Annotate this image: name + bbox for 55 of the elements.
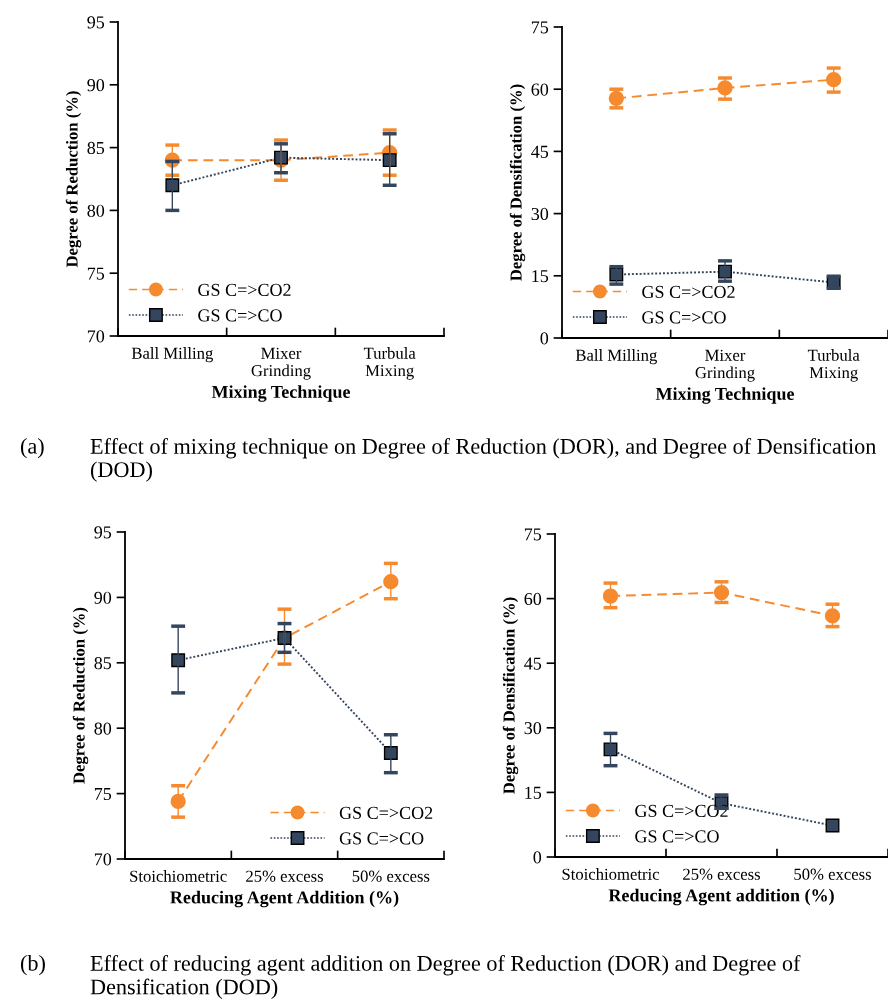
x-axis-title: Mixing Technique — [211, 385, 351, 402]
y-tick-label: 60 — [531, 83, 549, 96]
y-tick-label: 0 — [540, 332, 549, 345]
x-axis-title: Reducing Agent addition (%) — [608, 888, 834, 906]
x-tick-label: 50% excess — [352, 870, 430, 882]
y-tick-label: 15 — [532, 270, 549, 283]
x-tick-label: 50% excess — [794, 868, 871, 880]
text: Effect of reducing agent addition on Degree of Reduction (DOR) and Degree of Densification (DOD) — [90, 955, 801, 999]
x-tick-label: Stoichiometric — [130, 870, 227, 882]
x-tick-label: Ball Milling — [131, 347, 213, 363]
y-tick-label: 30 — [531, 207, 549, 221]
y-tick-label: 90 — [87, 79, 105, 92]
y-tick-label: 70 — [94, 853, 112, 866]
y-tick-label: 85 — [94, 657, 112, 670]
y-tick-label: 95 — [87, 16, 105, 29]
y-axis-title: Degree of Densification (%) — [502, 597, 519, 794]
legend-label: GS C=>CO — [198, 309, 282, 322]
y-tick-label: 95 — [94, 526, 112, 539]
legend-label: GS C=>CO2 — [339, 806, 433, 819]
y-tick-label: 30 — [524, 722, 542, 735]
x-tick-label: Mixer Grinding — [251, 347, 311, 380]
y-axis-title: Degree of Reduction (%) — [72, 607, 89, 784]
text: (a) — [20, 438, 44, 459]
x-tick-label: 25% excess — [683, 868, 760, 880]
legend-label: GS C=>CO2 — [642, 285, 735, 298]
y-tick-label: 85 — [87, 141, 105, 155]
y-tick-label: 0 — [533, 851, 542, 864]
y-tick-label: 45 — [531, 145, 549, 158]
x-tick-label: Mixer Grinding — [695, 349, 755, 382]
text: (b) — [20, 955, 45, 976]
y-axis-title: Degree of Densification (%) — [509, 84, 526, 281]
legend-label: GS C=>CO2 — [198, 283, 291, 296]
legend-label: GS C=>CO — [339, 832, 424, 845]
x-tick-label: Ball Milling — [575, 349, 657, 365]
y-tick-label: 90 — [94, 591, 112, 604]
x-tick-label: Stoichiometric — [562, 868, 660, 880]
y-tick-label: 45 — [524, 657, 542, 670]
x-axis-title: Reducing Agent Addition (%) — [170, 890, 399, 908]
text: Effect of mixing technique on Degree of Reduction (DOR), and Degree of Densification (DOD) — [90, 438, 877, 482]
legend-label: GS C=>CO — [642, 311, 726, 324]
x-axis-title: Mixing Technique — [655, 387, 795, 404]
y-tick-label: 80 — [87, 204, 105, 217]
y-tick-label: 80 — [94, 722, 112, 735]
legend-label: GS C=>CO — [635, 830, 719, 843]
y-tick-label: 75 — [524, 528, 542, 541]
y-tick-label: 60 — [524, 592, 542, 606]
x-tick-label: 25% excess — [246, 870, 323, 882]
x-tick-label: Turbula Mixing — [363, 347, 416, 380]
y-axis-title: Degree of Reduction (%) — [65, 91, 82, 268]
y-tick-label: 70 — [87, 330, 105, 343]
y-tick-label: 75 — [87, 267, 105, 280]
y-tick-label: 75 — [94, 788, 112, 801]
x-tick-label: Turbula Mixing — [807, 349, 860, 382]
y-tick-label: 15 — [525, 786, 542, 799]
y-tick-label: 75 — [531, 21, 549, 34]
